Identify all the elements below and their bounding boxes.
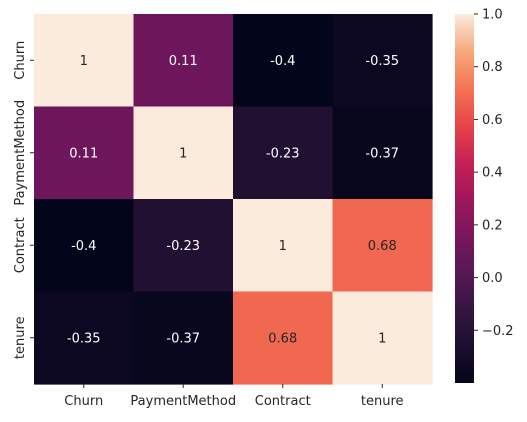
cell-annotation: -0.35: [67, 331, 101, 346]
heatmap-cell: [233, 291, 334, 385]
heatmap-cell: [34, 106, 135, 200]
heatmap-cell: [233, 106, 334, 200]
heatmap-cell: [34, 14, 135, 108]
heatmap-cell: [332, 291, 433, 385]
y-tick-label: PaymentMethod: [13, 100, 28, 206]
cell-annotation: 0.68: [268, 331, 297, 346]
colorbar-tick-label: 0.2: [482, 218, 503, 233]
heatmap-cell: [332, 199, 433, 293]
heatmap-cell: [233, 14, 334, 108]
colorbar-gradient: [455, 14, 474, 383]
heatmap-cell: [332, 14, 433, 108]
heatmap-cell: [133, 291, 234, 385]
x-axis: Churn PaymentMethod Contract tenure: [64, 384, 404, 409]
cell-annotation: 1: [80, 54, 88, 69]
cell-annotation: -0.23: [266, 146, 300, 161]
y-tick-label: Contract: [13, 217, 28, 273]
x-tick-label: Churn: [64, 394, 103, 409]
colorbar: −0.2 0.0 0.2 0.4 0.6 0.8 1.0: [455, 8, 514, 383]
heatmap-cell: [332, 106, 433, 200]
x-tick-label: Contract: [255, 394, 311, 409]
cell-annotation: 0.11: [169, 54, 198, 69]
cell-annotations: 1 0.11 -0.4 -0.35 0.11 1 -0.23 -0.37 -0.4 -0.23 1 0…: [67, 54, 399, 347]
heatmap-cell: [133, 106, 234, 200]
cell-annotation: -0.35: [365, 54, 399, 69]
cell-annotation: -0.37: [365, 146, 399, 161]
heatmap-cell: [34, 291, 135, 385]
cell-annotation: 1: [179, 146, 187, 161]
cell-annotation: 1: [378, 331, 386, 346]
heatmap-cell: [133, 14, 234, 108]
cell-annotation: 0.11: [69, 146, 98, 161]
y-tick-label: tenure: [13, 316, 28, 359]
cell-annotation: -0.4: [270, 54, 295, 69]
colorbar-tick-label: −0.2: [482, 324, 514, 339]
cell-annotation: -0.4: [71, 239, 96, 254]
cell-annotation: -0.23: [166, 239, 200, 254]
colorbar-tick-label: 0.4: [482, 166, 503, 181]
colorbar-tick-label: 0.8: [482, 60, 503, 75]
colorbar-tick-label: 1.0: [482, 8, 503, 23]
y-axis: Churn PaymentMethod Contract tenure: [13, 41, 34, 359]
heatmap-cells: [34, 14, 433, 385]
heatmap-cell: [34, 199, 135, 293]
heatmap-cell: [233, 199, 334, 293]
colorbar-tick-label: 0.6: [482, 113, 503, 128]
x-tick-label: tenure: [361, 394, 404, 409]
x-tick-label: PaymentMethod: [130, 394, 236, 409]
colorbar-tick-label: 0.0: [482, 271, 503, 286]
cell-annotation: 0.68: [368, 239, 397, 254]
cell-annotation: -0.37: [166, 331, 200, 346]
heatmap-cell: [133, 199, 234, 293]
y-tick-label: Churn: [13, 41, 28, 80]
cell-annotation: 1: [279, 239, 287, 254]
